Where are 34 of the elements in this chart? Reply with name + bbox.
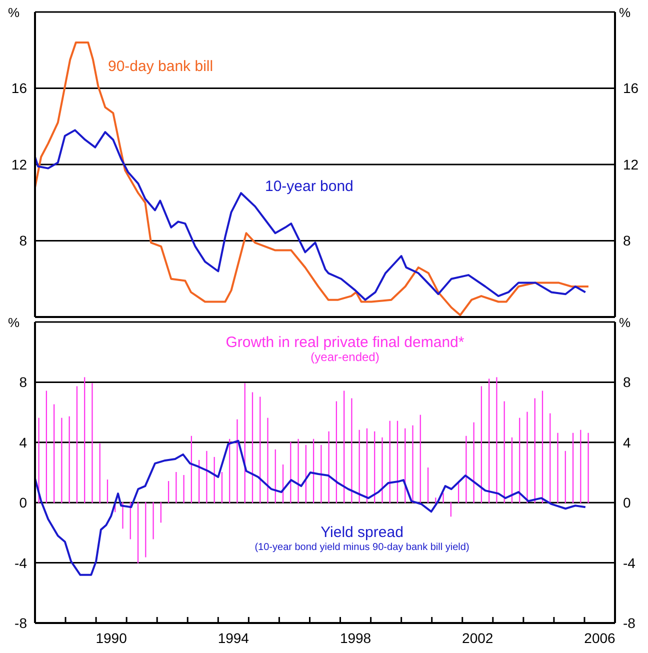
y2-tick-label: 4: [623, 434, 631, 450]
y2-tick-label: 12: [623, 156, 639, 172]
y-tick-label: -4: [14, 554, 28, 571]
line-series: [35, 129, 586, 301]
series-label: Yield spread: [320, 524, 404, 541]
y2-axis-title: %: [619, 315, 631, 330]
annotation: (year-ended): [310, 350, 380, 364]
y-tick-label: 8: [19, 374, 28, 390]
series-label: 10-year bond: [265, 178, 354, 195]
x-tick-label: 2006: [584, 630, 616, 646]
y-tick-label: -8: [14, 614, 28, 631]
annotation: (10-year bond yield minus 90-day bank bill yield): [254, 542, 470, 553]
y-tick-label: 4: [19, 434, 28, 450]
x-tick-label: 1994: [218, 630, 250, 646]
y-tick-label: 16: [11, 80, 28, 96]
y2-tick-label: 0: [623, 494, 631, 511]
y-tick-label: 0: [19, 494, 28, 511]
y2-tick-label: 16: [623, 80, 639, 96]
x-tick-label: 1998: [340, 630, 372, 646]
line-series: [35, 440, 586, 576]
y2-tick-label: -4: [623, 554, 636, 571]
x-tick-label: 1990: [96, 630, 128, 646]
y2-axis-title: %: [619, 5, 631, 20]
series-label: 90-day bank bill: [108, 58, 214, 75]
x-tick-label: 2002: [462, 630, 494, 646]
y-tick-label: 12: [11, 156, 28, 172]
y-axis-title: %: [8, 5, 20, 20]
y2-tick-label: 8: [623, 232, 631, 249]
y-tick-label: 8: [19, 232, 28, 249]
text: Growth in real private final demand*: [226, 334, 464, 351]
y-axis-title: %: [8, 315, 20, 330]
line-series: [35, 42, 590, 316]
y2-tick-label: -8: [623, 614, 636, 631]
y2-tick-label: 8: [623, 374, 631, 390]
